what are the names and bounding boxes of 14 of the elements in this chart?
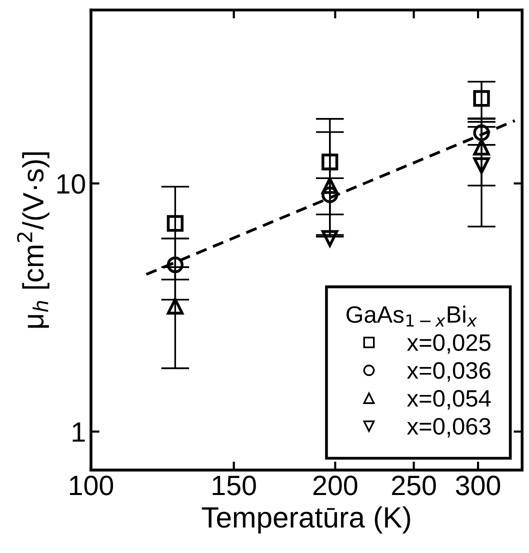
x-tick-label: 250 bbox=[392, 476, 436, 496]
x-tick-label: 200 bbox=[313, 476, 358, 496]
x-axis-title: Temperatūra (K) bbox=[202, 506, 410, 534]
y-tick-label: 1 bbox=[72, 422, 85, 442]
x-tick-label: 300 bbox=[456, 476, 500, 496]
x-tick-label: 100 bbox=[70, 476, 114, 496]
y-tick-label: 10 bbox=[57, 174, 86, 194]
legend-label: x=0,025 bbox=[407, 334, 490, 354]
y-axis-title: μ$_{h}$ [cm$^{2}$/(V·s)] bbox=[17, 152, 50, 328]
legend-label: x=0,036 bbox=[407, 362, 490, 382]
legend-label: x=0,063 bbox=[407, 418, 490, 438]
legend-label: x=0,054 bbox=[407, 390, 491, 410]
x-tick-label: 150 bbox=[212, 476, 256, 496]
legend-title: GaAs$_{1−x}$Bi$_{x}$ bbox=[346, 306, 478, 327]
